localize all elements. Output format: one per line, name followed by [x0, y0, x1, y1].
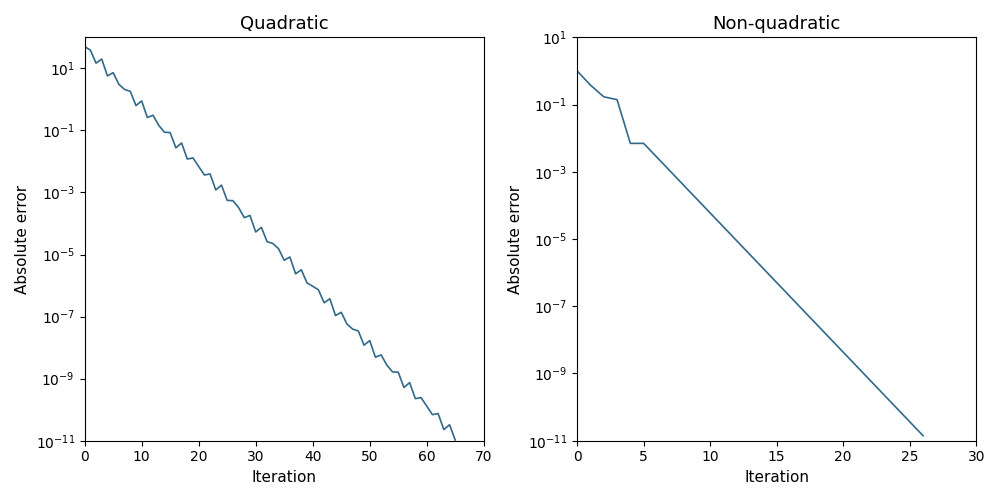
Y-axis label: Absolute error: Absolute error	[508, 184, 522, 294]
Y-axis label: Absolute error: Absolute error	[15, 184, 30, 294]
Title: Quadratic: Quadratic	[240, 15, 329, 33]
X-axis label: Iteration: Iteration	[744, 470, 809, 485]
X-axis label: Iteration: Iteration	[252, 470, 317, 485]
Title: Non-quadratic: Non-quadratic	[713, 15, 841, 33]
